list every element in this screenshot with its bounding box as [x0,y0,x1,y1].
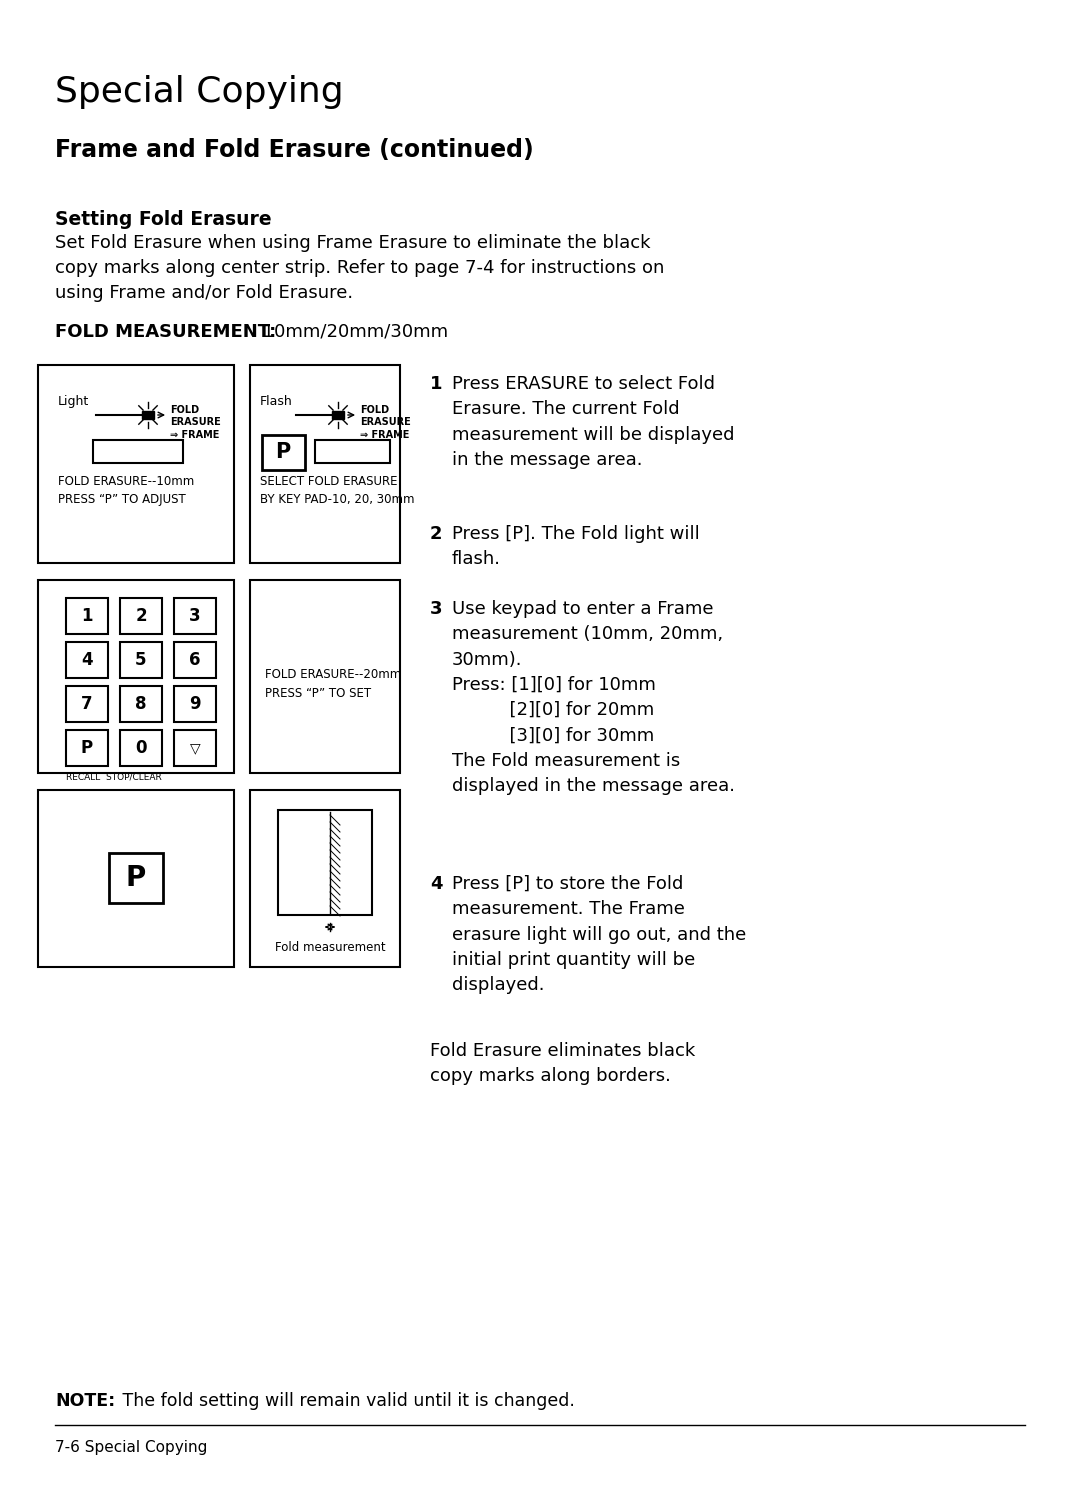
Text: 4: 4 [430,875,443,894]
Bar [249,364,400,562]
Text: 6: 6 [189,652,201,668]
Text: 1: 1 [81,606,93,624]
Text: FOLD ERASURE--10mm
PRESS “P” TO ADJUST: FOLD ERASURE--10mm PRESS “P” TO ADJUST [58,475,194,507]
Text: ▽: ▽ [190,741,200,754]
Text: 1: 1 [430,375,443,393]
Text: P: P [275,442,291,463]
Text: Setting Fold Erasure: Setting Fold Erasure [55,210,272,228]
Text: 3: 3 [430,600,443,618]
Bar [109,853,163,903]
Text: NOTE:: NOTE: [55,1393,116,1411]
Text: 9: 9 [189,696,201,714]
Text: Light: Light [58,395,90,408]
Text: 2: 2 [135,606,147,624]
Bar [174,643,216,677]
Text: Special Copying: Special Copying [55,76,343,109]
Text: P: P [126,863,146,892]
Text: 7: 7 [81,696,93,714]
Text: Use keypad to enter a Frame
measurement (10mm, 20mm,
30mm).
Press: [1][0] for 10: Use keypad to enter a Frame measurement … [453,600,735,795]
Text: Fold measurement: Fold measurement [274,940,386,954]
Text: FOLD MEASUREMENT:: FOLD MEASUREMENT: [55,324,276,342]
Bar [278,810,372,915]
Text: 8: 8 [135,696,147,714]
Text: 4: 4 [81,652,93,668]
Bar [66,599,108,634]
Bar [38,364,234,562]
Text: Flash: Flash [260,395,293,408]
Text: Press ERASURE to select Fold
Erasure. The current Fold
measurement will be displ: Press ERASURE to select Fold Erasure. Th… [453,375,734,469]
Bar [249,581,400,773]
Text: The fold setting will remain valid until it is changed.: The fold setting will remain valid until… [117,1393,575,1411]
Bar [174,730,216,767]
Bar [174,599,216,634]
Text: Press [P]. The Fold light will
flash.: Press [P]. The Fold light will flash. [453,525,700,569]
Bar [38,581,234,773]
Bar [120,599,162,634]
Text: P: P [81,739,93,758]
Bar [38,789,234,968]
Bar [262,435,305,470]
Text: FOLD
ERASURE
⇒ FRAME: FOLD ERASURE ⇒ FRAME [360,405,410,440]
Text: Press [P] to store the Fold
measurement. The Frame
erasure light will go out, an: Press [P] to store the Fold measurement.… [453,875,746,993]
Bar [332,411,345,419]
Text: 3: 3 [189,606,201,624]
Text: 2: 2 [430,525,443,543]
Text: 5: 5 [135,652,147,668]
Text: FOLD ERASURE--20mm
PRESS “P” TO SET: FOLD ERASURE--20mm PRESS “P” TO SET [265,668,402,700]
Bar [120,643,162,677]
Bar [120,730,162,767]
Bar [66,730,108,767]
Bar [93,440,183,463]
Text: Fold Erasure eliminates black
copy marks along borders.: Fold Erasure eliminates black copy marks… [430,1042,696,1086]
Bar [66,686,108,723]
Bar [315,440,390,463]
Bar [120,686,162,723]
Bar [66,643,108,677]
Text: 7-6 Special Copying: 7-6 Special Copying [55,1439,207,1455]
Text: SELECT FOLD ERASURE
BY KEY PAD-10, 20, 30mm: SELECT FOLD ERASURE BY KEY PAD-10, 20, 3… [260,475,415,507]
Text: RECALL  STOP/CLEAR: RECALL STOP/CLEAR [66,773,162,782]
Text: FOLD
ERASURE
⇒ FRAME: FOLD ERASURE ⇒ FRAME [170,405,220,440]
Text: Frame and Fold Erasure (continued): Frame and Fold Erasure (continued) [55,138,534,162]
Text: Set Fold Erasure when using Frame Erasure to eliminate the black
copy marks alon: Set Fold Erasure when using Frame Erasur… [55,234,664,302]
Bar [174,686,216,723]
Text: 0: 0 [135,739,147,758]
Text: 10mm/20mm/30mm: 10mm/20mm/30mm [257,324,448,342]
Bar [249,789,400,968]
Bar [141,411,154,419]
